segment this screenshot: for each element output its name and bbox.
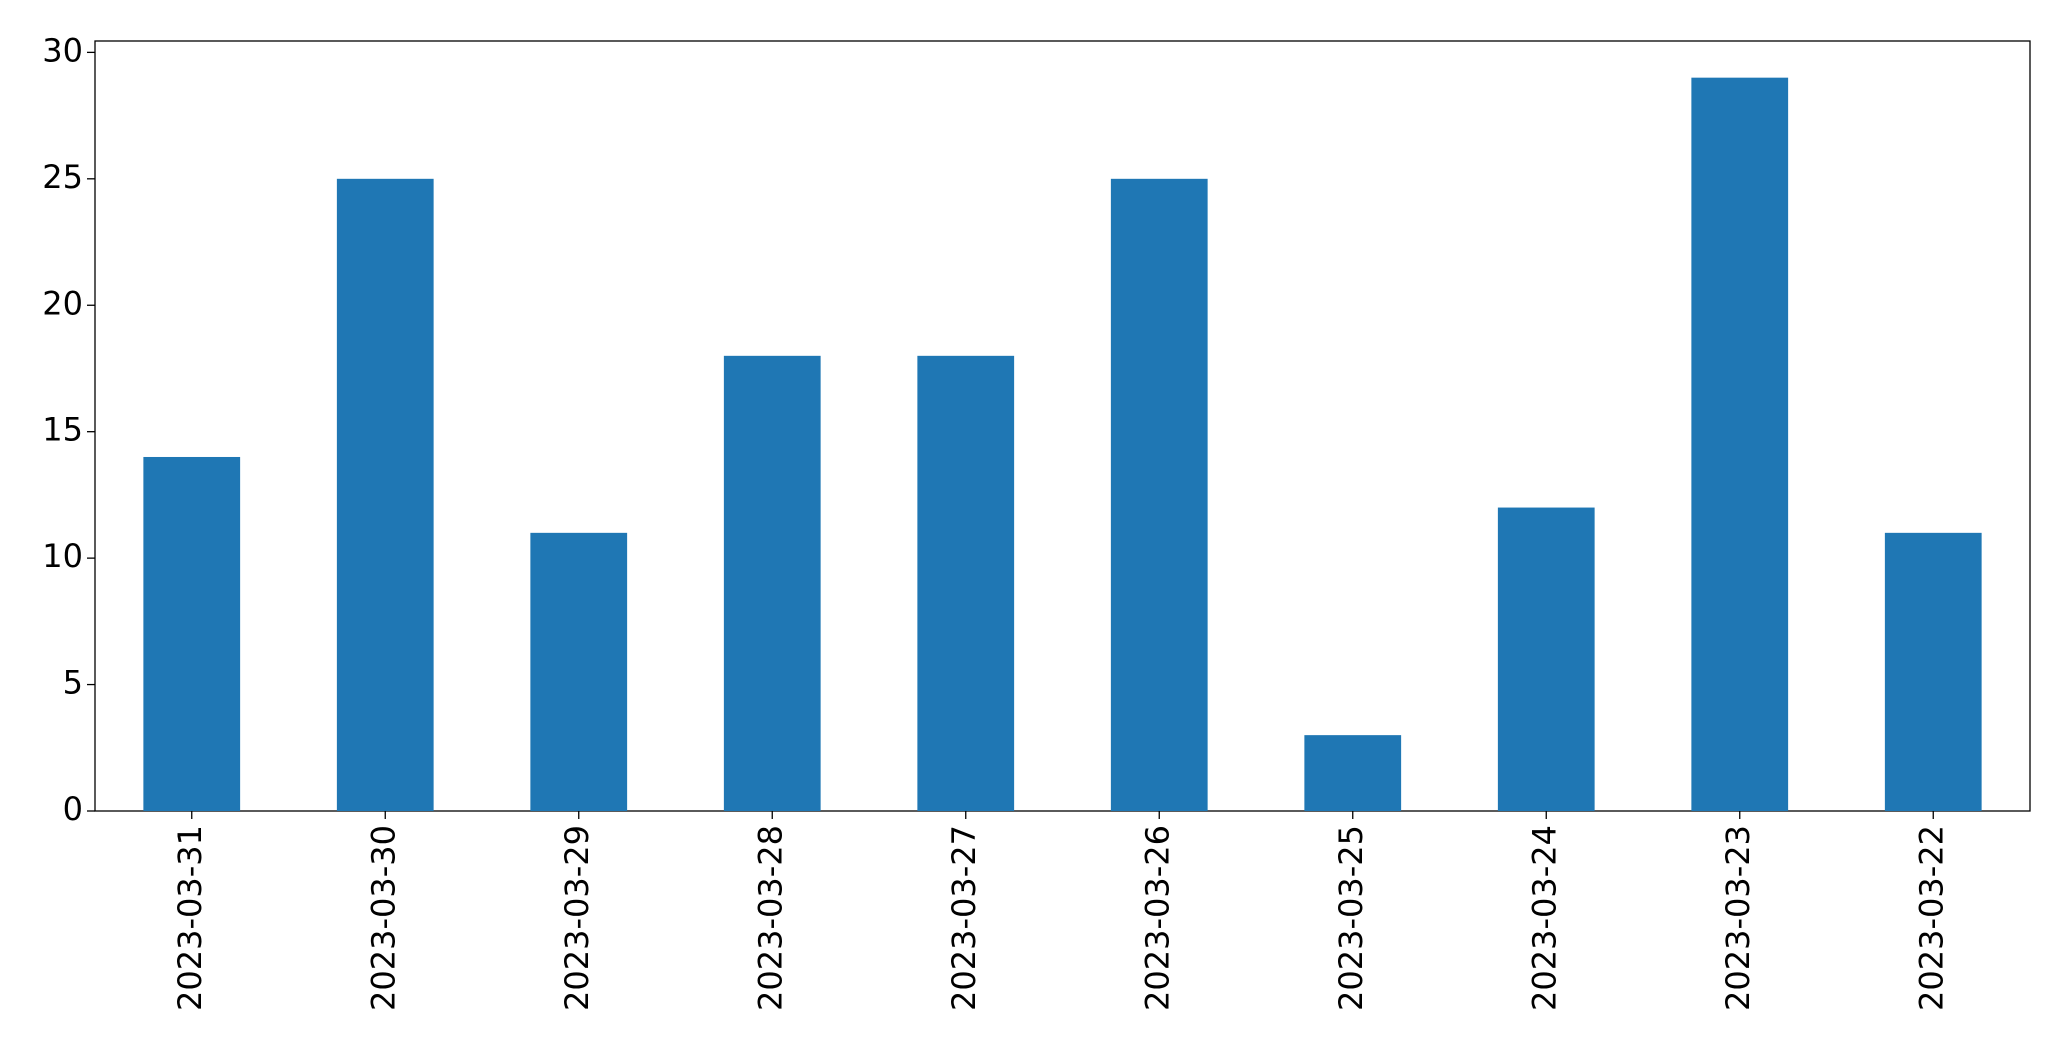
plot-frame — [94, 40, 2031, 812]
bar — [1884, 532, 1982, 811]
y-tick-label: 20 — [42, 284, 83, 322]
bar — [723, 355, 821, 811]
bar — [1497, 507, 1595, 811]
x-tick-label: 2023-03-31 — [171, 825, 209, 1011]
x-tick-label: 2023-03-29 — [558, 825, 596, 1011]
y-tick-label: 25 — [42, 158, 83, 196]
bar — [1691, 77, 1789, 811]
x-tick-label: 2023-03-28 — [751, 825, 789, 1011]
x-tick-label: 2023-03-25 — [1332, 825, 1370, 1011]
bar — [1304, 735, 1402, 811]
bar — [336, 178, 434, 811]
bar — [530, 532, 628, 811]
bar — [143, 456, 241, 811]
x-tick-label: 2023-03-22 — [1912, 825, 1950, 1011]
x-tick-label: 2023-03-26 — [1138, 825, 1176, 1011]
y-tick-label: 10 — [42, 537, 83, 575]
y-tick-label: 30 — [42, 31, 83, 69]
bar — [1110, 178, 1208, 811]
x-tick-label: 2023-03-27 — [945, 825, 983, 1011]
x-tick-label: 2023-03-23 — [1719, 825, 1757, 1011]
y-tick-label: 0 — [63, 790, 83, 828]
bar — [917, 355, 1015, 811]
y-tick-label: 5 — [63, 664, 83, 702]
x-tick-label: 2023-03-24 — [1525, 825, 1563, 1011]
x-tick-label: 2023-03-30 — [364, 825, 402, 1011]
y-tick-label: 15 — [42, 411, 83, 449]
